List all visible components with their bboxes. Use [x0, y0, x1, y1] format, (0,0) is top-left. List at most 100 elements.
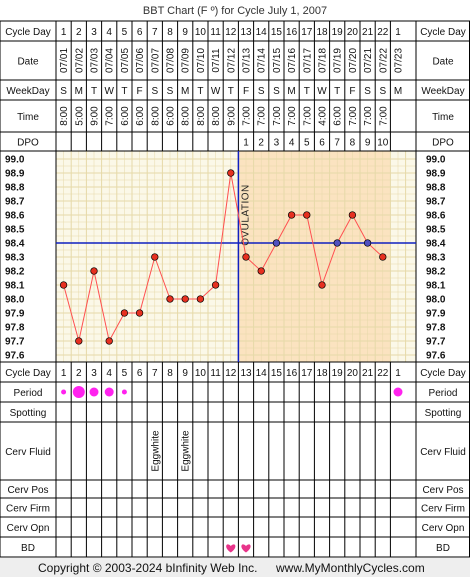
y-tick-label-left: 98.2 [5, 267, 25, 278]
time-cell: 7:00 [302, 106, 313, 126]
cycle-day-cell-bottom: 9 [182, 368, 188, 379]
row-labels: Cycle Day Cycle Day Date Date WeekDay WeekDay… [5, 27, 466, 554]
row-label-left: BD [21, 543, 35, 554]
temperature-point [348, 211, 357, 219]
temperature-point [303, 211, 311, 219]
row-label-left: WeekDay [6, 86, 49, 97]
temperature-line [63, 172, 384, 343]
weekday-cell: T [91, 86, 97, 97]
temperature-point [90, 267, 98, 275]
y-tick-label-left: 98.3 [5, 253, 25, 264]
row-label-right: Cerv Pos [422, 485, 463, 496]
temperature-point [211, 281, 220, 289]
y-tick-label-right: 97.8 [426, 323, 446, 334]
dpo-cell: 6 [319, 138, 325, 149]
time-cell: 7:00 [257, 106, 268, 126]
cycle-day-cell: 20 [347, 27, 359, 38]
period-mark [61, 389, 67, 395]
row-label-left: Cerv Fluid [5, 447, 51, 458]
weekday-cell: T [228, 86, 234, 97]
row-label-left: Cycle Day [5, 27, 51, 38]
date-cell: 07/20 [348, 48, 359, 73]
temperature-point [318, 281, 326, 289]
weekday-cell: S [379, 86, 386, 97]
cycle-day-cell: 9 [182, 27, 188, 38]
cycle-day-cell: 10 [195, 27, 207, 38]
cycle-day-cell-bottom: 4 [106, 368, 112, 379]
cycle-day-cell: 17 [301, 27, 313, 38]
time-cell: 7:00 [272, 106, 283, 126]
chart-cells: 11S07/018:0022M07/025:0033T07/039:0044W0… [59, 27, 405, 553]
weekday-cell: T [334, 86, 340, 97]
weekday-cell: F [137, 86, 143, 97]
y-tick-label-right: 97.7 [426, 337, 446, 348]
temperature-point [181, 295, 189, 303]
cycle-day-cell-bottom: 1 [61, 368, 67, 379]
cycle-day-cell: 19 [332, 27, 344, 38]
cycle-day-cell: 13 [240, 27, 252, 38]
dpo-cell: 8 [350, 138, 356, 149]
time-cell: 8:00 [211, 106, 222, 126]
cycle-day-cell-bottom: 17 [301, 368, 313, 379]
dpo-cell: 3 [274, 138, 280, 149]
temperature-point [135, 309, 144, 317]
dpo-cell: 2 [258, 138, 264, 149]
row-label-left: Cycle Day [5, 368, 51, 379]
temperature-point [227, 169, 235, 177]
cycle-day-cell: 21 [362, 27, 374, 38]
y-tick-label-right: 99.0 [426, 155, 446, 166]
temperature-point [151, 253, 159, 261]
row-label-left: Cerv Pos [7, 485, 48, 496]
time-cell: 7:00 [242, 106, 253, 126]
cycle-day-cell-bottom: 19 [332, 368, 344, 379]
y-tick-label-left: 98.8 [5, 183, 25, 194]
time-cell: 8:00 [150, 106, 161, 126]
date-cell: 07/12 [226, 48, 237, 73]
temperature-point [257, 267, 265, 275]
time-cell: 7:00 [378, 106, 389, 126]
y-tick-label-right: 98.4 [426, 239, 446, 250]
dpo-cell: 5 [304, 138, 310, 149]
cycle-day-cell-bottom: 10 [195, 368, 207, 379]
weekday-cell: S [167, 86, 174, 97]
y-tick-label-left: 98.4 [5, 239, 25, 250]
time-cell: 7:00 [348, 106, 359, 126]
date-cell: 07/06 [135, 48, 146, 73]
cycle-day-cell-bottom: 12 [225, 368, 237, 379]
cycle-day-cell-bottom: 16 [286, 368, 298, 379]
time-cell: 8:00 [181, 106, 192, 126]
date-cell: 07/14 [257, 48, 268, 73]
cycle-day-cell: 14 [256, 27, 268, 38]
cycle-day-cell: 1 [395, 27, 401, 38]
cycle-day-cell-bottom: 6 [137, 368, 143, 379]
cycle-day-cell-bottom: 3 [91, 368, 97, 379]
weekday-cell: T [304, 86, 310, 97]
date-cell: 07/15 [272, 48, 283, 73]
weekday-cell: M [394, 86, 402, 97]
y-tick-label-left: 98.6 [5, 211, 25, 222]
y-tick-label-right: 98.5 [426, 225, 446, 236]
temperature-point [196, 295, 205, 303]
temperature-point [120, 309, 129, 317]
time-cell: 6:00 [135, 106, 146, 126]
cycle-day-cell: 18 [316, 27, 328, 38]
y-tick-label-right: 98.9 [426, 169, 446, 180]
y-tick-label-left: 98.9 [5, 169, 25, 180]
y-tick-label-left: 97.7 [5, 337, 25, 348]
weekday-cell: M [75, 86, 83, 97]
cycle-day-cell-bottom: 8 [167, 368, 173, 379]
temperature-point [272, 239, 281, 247]
period-mark [89, 387, 99, 397]
temperature-plot: OVULATION [56, 151, 416, 362]
footer-copyright: Copyright © 2003-2024 bInfinity Web Inc. [38, 561, 257, 575]
temperature-point [166, 295, 174, 303]
temperature-point [379, 253, 387, 261]
weekday-cell: T [121, 86, 127, 97]
time-cell: 7:00 [105, 106, 116, 126]
weekday-cell: M [181, 86, 189, 97]
y-tick-label-left: 98.1 [5, 281, 25, 292]
time-cell: 5:00 [74, 106, 85, 126]
footer-url[interactable]: www.MyMonthlyCycles.com [275, 561, 425, 575]
cycle-day-cell: 22 [377, 27, 389, 38]
